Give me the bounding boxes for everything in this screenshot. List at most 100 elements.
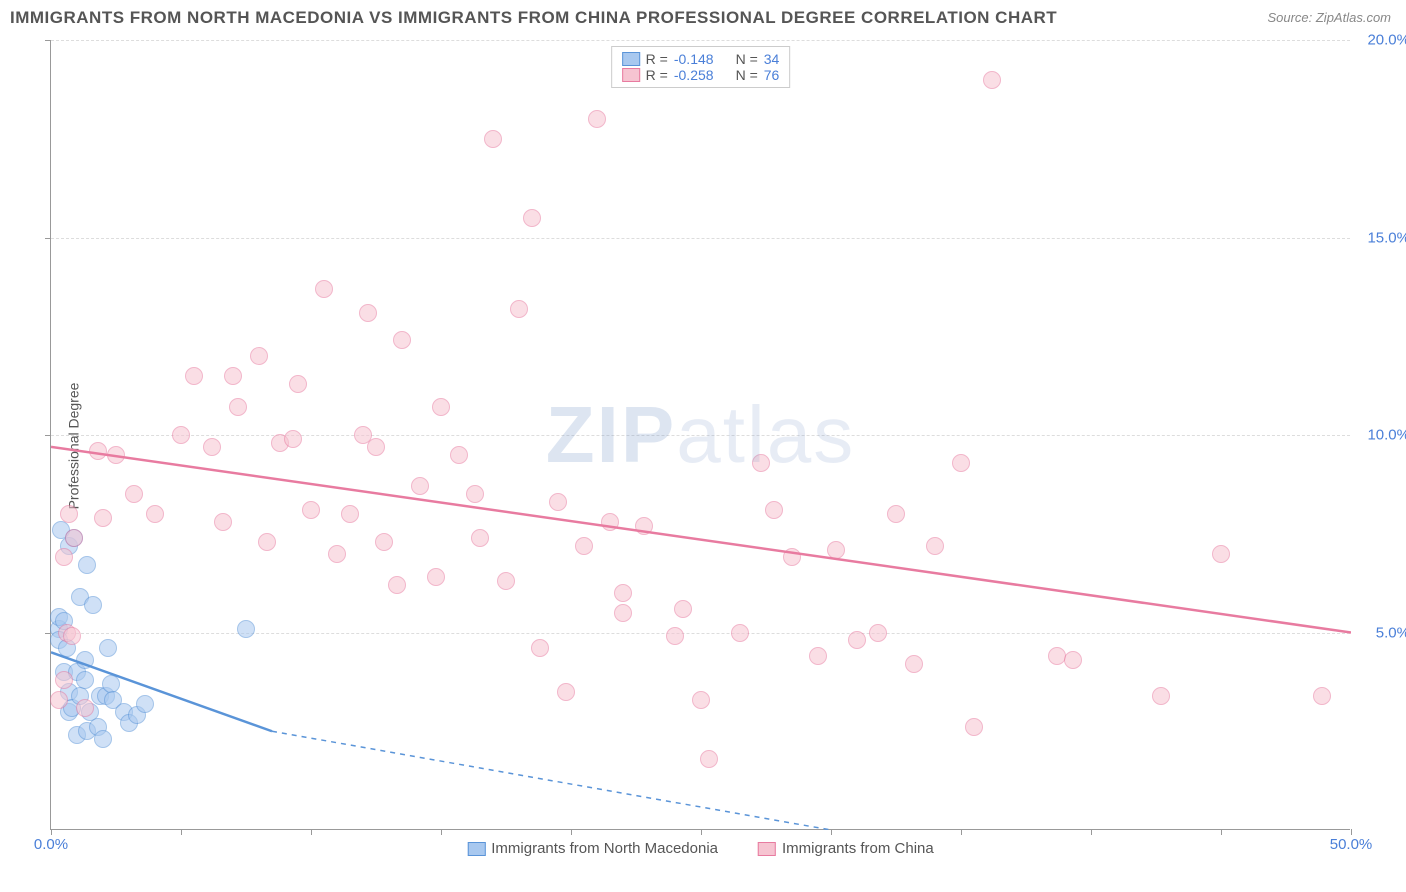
gridline <box>51 40 1350 41</box>
scatter-point <box>614 584 632 602</box>
scatter-point <box>55 671 73 689</box>
scatter-point <box>237 620 255 638</box>
scatter-point <box>224 367 242 385</box>
scatter-point <box>700 750 718 768</box>
scatter-point <box>99 639 117 657</box>
scatter-point <box>432 398 450 416</box>
scatter-point <box>731 624 749 642</box>
scatter-point <box>76 651 94 669</box>
scatter-point <box>1152 687 1170 705</box>
scatter-point <box>887 505 905 523</box>
scatter-point <box>250 347 268 365</box>
scatter-point <box>65 529 83 547</box>
scatter-point <box>869 624 887 642</box>
scatter-point <box>289 375 307 393</box>
scatter-point <box>359 304 377 322</box>
scatter-point <box>76 671 94 689</box>
scatter-point <box>136 695 154 713</box>
scatter-point <box>411 477 429 495</box>
scatter-point <box>55 548 73 566</box>
scatter-point <box>367 438 385 456</box>
scatter-point <box>341 505 359 523</box>
scatter-point <box>752 454 770 472</box>
scatter-point <box>809 647 827 665</box>
scatter-point <box>203 438 221 456</box>
gridline <box>51 435 1350 436</box>
scatter-point <box>76 699 94 717</box>
x-tick-label: 50.0% <box>1330 836 1373 853</box>
legend-swatch-macedonia <box>622 52 640 66</box>
legend-item-macedonia: Immigrants from North Macedonia <box>467 840 718 857</box>
scatter-point <box>497 572 515 590</box>
scatter-point <box>185 367 203 385</box>
scatter-point <box>1313 687 1331 705</box>
scatter-point <box>393 331 411 349</box>
scatter-point <box>1212 545 1230 563</box>
r-prefix-1: R = <box>646 51 668 67</box>
y-tick-label: 20.0% <box>1367 32 1406 49</box>
n-prefix-1: N = <box>736 51 758 67</box>
legend-swatch-china-b <box>758 842 776 856</box>
scatter-point <box>827 541 845 559</box>
r-prefix-2: R = <box>646 67 668 83</box>
scatter-point <box>50 691 68 709</box>
scatter-point <box>952 454 970 472</box>
scatter-point <box>229 398 247 416</box>
scatter-point <box>635 517 653 535</box>
y-tick-label: 15.0% <box>1367 229 1406 246</box>
scatter-point <box>146 505 164 523</box>
scatter-point <box>674 600 692 618</box>
scatter-point <box>557 683 575 701</box>
legend-swatch-china <box>622 68 640 82</box>
scatter-point <box>510 300 528 318</box>
n-value-2: 76 <box>764 67 780 83</box>
legend-top-row-2: R = -0.258 N = 76 <box>622 67 780 83</box>
legend-bottom: Immigrants from North Macedonia Immigran… <box>467 840 933 857</box>
r-value-1: -0.148 <box>674 51 714 67</box>
scatter-point <box>466 485 484 503</box>
scatter-point <box>78 556 96 574</box>
watermark-bold: ZIP <box>546 390 676 479</box>
scatter-point <box>450 446 468 464</box>
scatter-point <box>614 604 632 622</box>
scatter-point <box>926 537 944 555</box>
y-tick-label: 5.0% <box>1376 624 1406 641</box>
n-value-1: 34 <box>764 51 780 67</box>
scatter-point <box>63 627 81 645</box>
scatter-point <box>1064 651 1082 669</box>
r-value-2: -0.258 <box>674 67 714 83</box>
scatter-point <box>94 730 112 748</box>
scatter-point <box>471 529 489 547</box>
scatter-point <box>258 533 276 551</box>
scatter-point <box>549 493 567 511</box>
scatter-point <box>765 501 783 519</box>
legend-label-china: Immigrants from China <box>782 840 934 857</box>
scatter-point <box>575 537 593 555</box>
scatter-point <box>125 485 143 503</box>
chart-container: IMMIGRANTS FROM NORTH MACEDONIA VS IMMIG… <box>0 0 1406 892</box>
scatter-point <box>983 71 1001 89</box>
scatter-point <box>965 718 983 736</box>
scatter-point <box>375 533 393 551</box>
chart-title: IMMIGRANTS FROM NORTH MACEDONIA VS IMMIG… <box>10 8 1057 28</box>
scatter-point <box>302 501 320 519</box>
scatter-point <box>89 442 107 460</box>
y-tick-label: 10.0% <box>1367 427 1406 444</box>
source-label: Source: ZipAtlas.com <box>1267 10 1391 25</box>
scatter-point <box>94 509 112 527</box>
scatter-point <box>523 209 541 227</box>
scatter-point <box>60 505 78 523</box>
x-tick-label: 0.0% <box>34 836 68 853</box>
scatter-point <box>484 130 502 148</box>
scatter-point <box>666 627 684 645</box>
legend-item-china: Immigrants from China <box>758 840 934 857</box>
scatter-point <box>284 430 302 448</box>
scatter-point <box>692 691 710 709</box>
scatter-point <box>214 513 232 531</box>
n-prefix-2: N = <box>736 67 758 83</box>
gridline <box>51 238 1350 239</box>
scatter-point <box>328 545 346 563</box>
legend-swatch-macedonia-b <box>467 842 485 856</box>
scatter-point <box>427 568 445 586</box>
scatter-point <box>905 655 923 673</box>
